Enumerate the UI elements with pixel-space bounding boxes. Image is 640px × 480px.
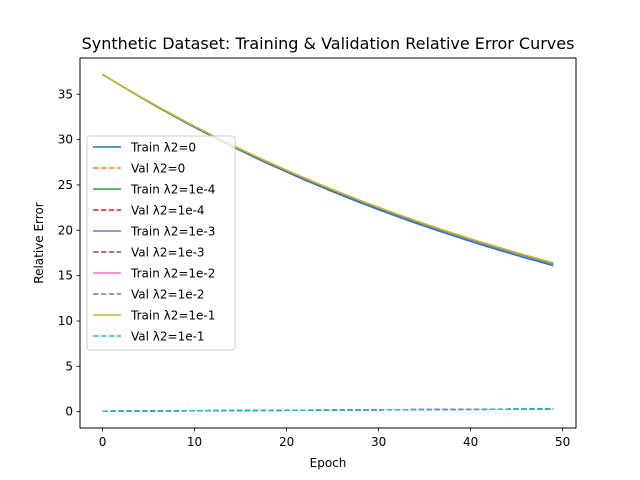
series-line-9: [102, 408, 554, 412]
legend-label: Val λ2=1e-1: [131, 330, 205, 344]
legend-label: Train λ2=1e-3: [130, 225, 215, 239]
x-tick-label: 0: [99, 435, 107, 449]
y-tick-label: 35: [58, 87, 73, 101]
legend-label: Val λ2=0: [131, 162, 185, 176]
y-tick-label: 5: [65, 359, 73, 373]
legend-label: Val λ2=1e-2: [131, 288, 205, 302]
y-tick-label: 30: [58, 133, 73, 147]
y-tick-label: 15: [58, 269, 73, 283]
legend-label: Train λ2=0: [130, 141, 196, 155]
x-tick-label: 40: [463, 435, 478, 449]
legend-box: [86, 135, 236, 351]
y-tick-label: 25: [58, 178, 73, 192]
legend-label: Train λ2=1e-1: [130, 309, 215, 323]
series-line-8: [102, 73, 554, 264]
x-tick-label: 20: [279, 435, 294, 449]
plot-area: [102, 73, 554, 412]
x-tick-label: 10: [187, 435, 202, 449]
x-tick-label: 50: [555, 435, 570, 449]
legend-label: Train λ2=1e-4: [130, 183, 215, 197]
y-axis-label: Relative Error: [32, 202, 46, 284]
y-tick-label: 20: [58, 223, 73, 237]
axis-ticks: 0 10 20 30 40 50 0 5 10 15 20 25 30 35: [58, 87, 571, 449]
legend-label: Val λ2=1e-4: [131, 204, 205, 218]
axes-frame: [79, 57, 577, 429]
chart-title: Synthetic Dataset: Training & Validation…: [82, 34, 575, 53]
legend-label: Val λ2=1e-3: [131, 246, 205, 260]
legend: Train λ2=0 Val λ2=0 Train λ2=1e-4 Val λ2=1e…: [86, 135, 236, 351]
y-tick-label: 10: [58, 314, 73, 328]
x-axis-label: Epoch: [310, 456, 347, 470]
x-tick-label: 30: [371, 435, 386, 449]
y-tick-label: 0: [65, 405, 73, 419]
legend-label: Train λ2=1e-2: [130, 267, 215, 281]
